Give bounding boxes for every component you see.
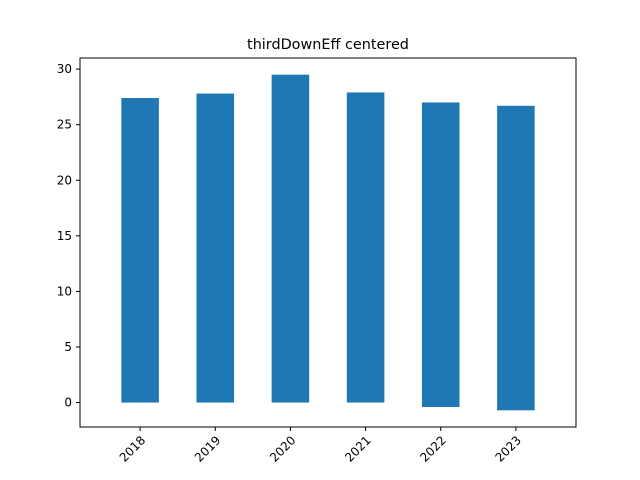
bar-2021 [346,92,385,403]
y-tick-label-30: 30 [57,62,72,76]
bar-2023 [497,105,535,411]
x-tick-label-2022: 2022 [417,433,448,464]
bar-2019 [196,93,235,403]
y-tick-label-15: 15 [57,229,72,243]
x-tick-label-2019: 2019 [192,433,223,464]
bars-group [121,74,535,411]
chart-title: thirdDownEff centered [247,37,409,53]
x-tick-label-2018: 2018 [117,433,148,464]
x-tick-label-2020: 2020 [267,433,298,464]
y-tick-label-0: 0 [64,396,72,410]
bar-2018 [121,98,159,403]
x-tick-label-2023: 2023 [493,433,524,464]
x-axis: 2018 2019 2020 2021 2022 2023 [117,427,524,465]
y-axis: 0 5 10 15 20 25 30 [57,62,80,410]
bar-2020 [271,74,310,403]
plot-frame [79,57,577,428]
y-tick-label-5: 5 [64,340,72,354]
y-tick-label-25: 25 [57,118,72,132]
y-tick-label-20: 20 [57,173,72,187]
y-tick-label-10: 10 [57,284,72,298]
bar-2022 [421,102,460,407]
x-tick-label-2021: 2021 [342,433,373,464]
